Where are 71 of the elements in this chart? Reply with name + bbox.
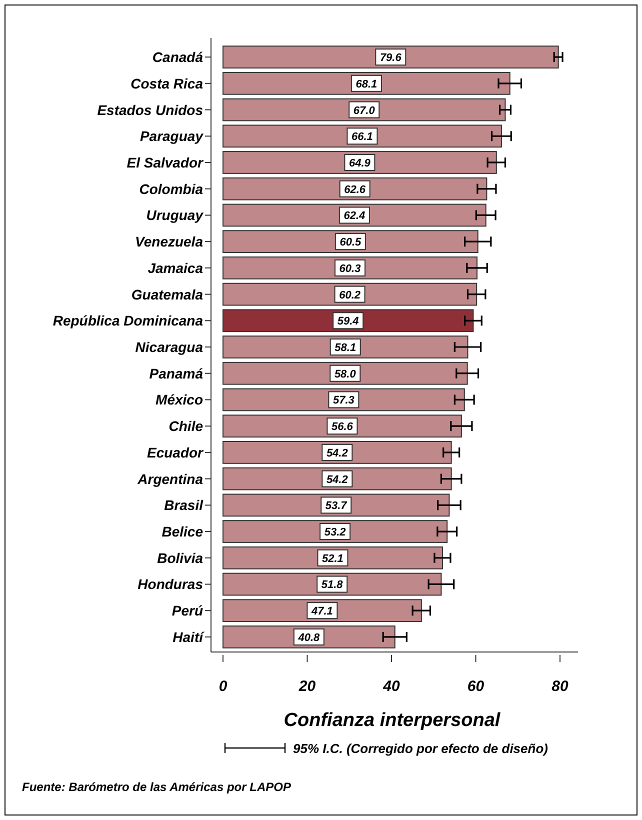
y-tick-label: Chile xyxy=(168,418,204,434)
data-label: 59.4 xyxy=(337,316,359,328)
y-tick-label: Bolivia xyxy=(157,550,204,566)
y-tick-label: Canadá xyxy=(152,49,204,66)
y-tick-label: El Salvador xyxy=(126,154,205,170)
data-label: 53.7 xyxy=(325,500,348,512)
bar xyxy=(222,362,468,385)
y-tick-label: Brasil xyxy=(164,497,204,514)
bar xyxy=(222,151,497,174)
x-tick-label: 40 xyxy=(382,678,400,695)
data-label: 66.1 xyxy=(352,131,373,144)
data-label: 54.2 xyxy=(326,474,348,486)
bar xyxy=(222,177,488,200)
data-label: 52.1 xyxy=(322,552,344,565)
bar xyxy=(222,256,478,280)
x-axis-title: Confianza interpersonal xyxy=(284,710,501,731)
bar xyxy=(222,72,510,95)
bar xyxy=(222,414,462,438)
bar xyxy=(222,124,502,148)
data-label: 62.4 xyxy=(344,210,366,222)
y-tick-label: Panamá xyxy=(149,365,204,382)
y-tick-label: Uruguay xyxy=(146,207,204,224)
y-tick-label: República Dominicana xyxy=(52,312,204,329)
x-tick-label: 80 xyxy=(552,678,569,695)
data-label: 62.6 xyxy=(344,184,366,196)
source-note: Fuente: Barómetro de las Américas por LAPOP xyxy=(22,780,292,794)
data-label: 54.2 xyxy=(326,447,348,460)
data-label: 79.6 xyxy=(380,52,402,64)
y-tick-label: México xyxy=(156,392,204,408)
y-tick-label: Costa Rica xyxy=(130,75,204,92)
bar xyxy=(222,572,442,596)
data-label: 58.0 xyxy=(334,368,357,380)
data-label: 60.3 xyxy=(339,262,361,275)
bar xyxy=(222,467,452,490)
y-tick-label: Estados Unidos xyxy=(97,102,204,118)
data-label: 64.9 xyxy=(348,157,372,170)
y-tick-label: Jamaica xyxy=(148,260,204,276)
data-label: 47.1 xyxy=(310,606,333,618)
text: 95% I.C. (Corregido por efecto de diseño) xyxy=(293,741,548,756)
y-tick-label: Nicaragua xyxy=(135,339,204,355)
bar xyxy=(222,282,478,306)
data-label: 58.1 xyxy=(334,342,356,354)
y-tick-label: Perú xyxy=(172,602,204,619)
y-tick-label: Belice xyxy=(162,524,204,540)
data-label: 67.0 xyxy=(353,104,376,117)
bar xyxy=(222,98,506,122)
y-tick-label: Haití xyxy=(172,628,206,645)
bar xyxy=(222,46,559,68)
bar xyxy=(222,204,486,227)
x-tick-label: 60 xyxy=(467,678,485,695)
y-tick-label: Venezuela xyxy=(135,234,204,250)
bar xyxy=(222,230,478,253)
data-label: 57.3 xyxy=(332,394,354,407)
data-label: 53.2 xyxy=(324,526,346,539)
data-label: 60.5 xyxy=(340,236,362,249)
data-label: 60.2 xyxy=(339,289,361,302)
bar xyxy=(222,309,474,332)
x-tick-label: 20 xyxy=(298,678,316,695)
data-label: 68.1 xyxy=(356,78,378,90)
y-tick-label: Ecuador xyxy=(146,444,205,460)
bar xyxy=(222,599,422,622)
y-tick-label: Paraguay xyxy=(140,128,204,144)
y-tick-label: Argentina xyxy=(136,470,204,487)
y-tick-label: Colombia xyxy=(139,180,204,197)
bar xyxy=(222,494,450,517)
y-tick-label: Honduras xyxy=(138,576,204,592)
data-label: 40.8 xyxy=(297,632,321,644)
data-label: 56.6 xyxy=(332,421,354,434)
data-label: 51.8 xyxy=(321,579,344,592)
x-tick-label: 0 xyxy=(218,678,228,695)
y-tick-label: Guatemala xyxy=(131,286,204,302)
